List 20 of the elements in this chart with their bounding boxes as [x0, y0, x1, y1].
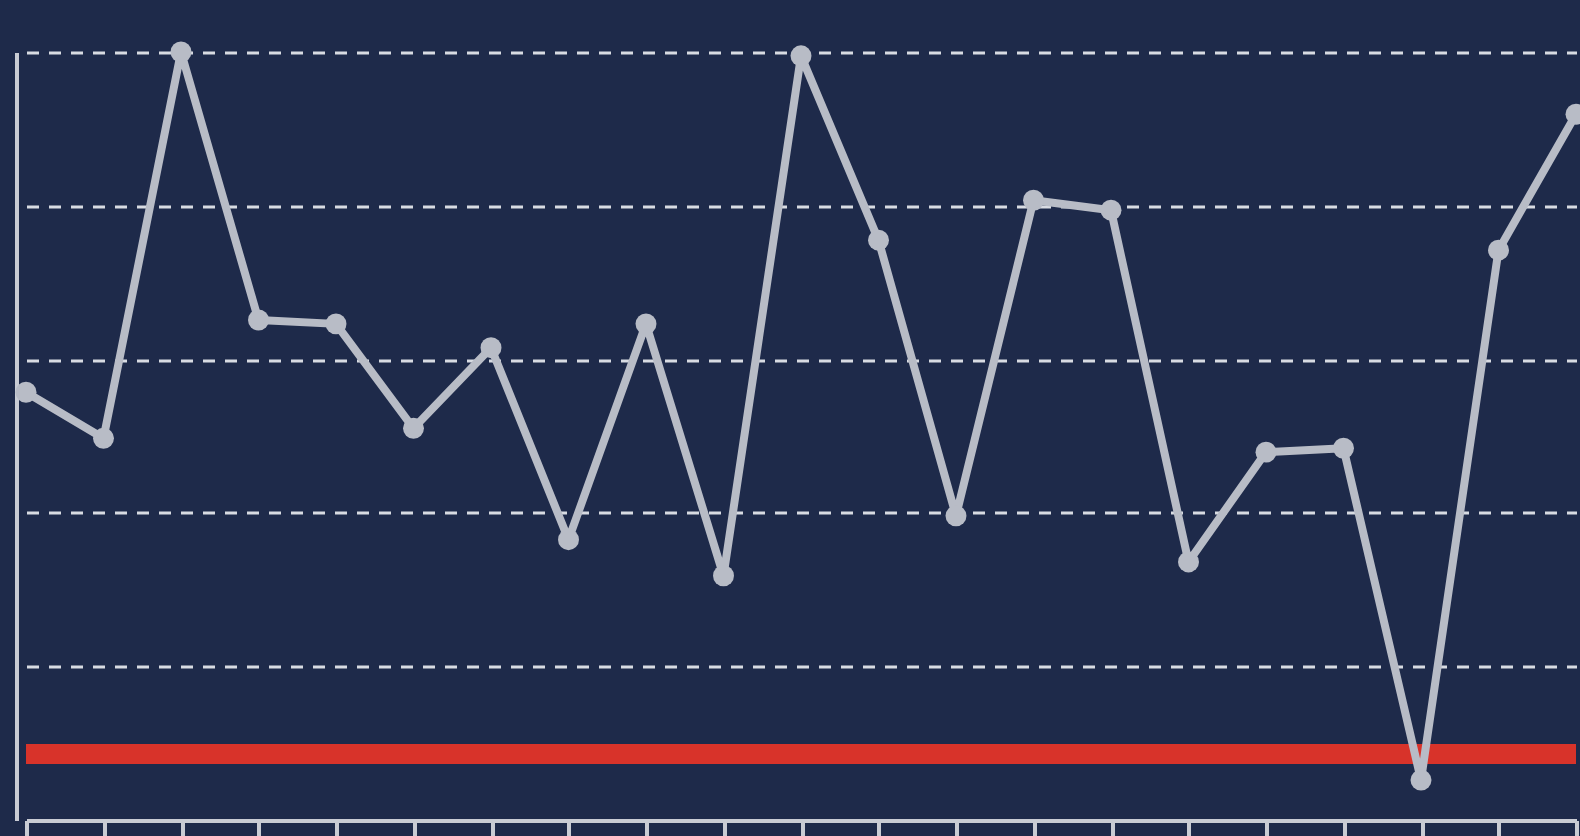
- point: [480, 337, 502, 359]
- point: [1255, 441, 1277, 463]
- point: [868, 229, 889, 251]
- point: [325, 313, 347, 335]
- point: [403, 417, 424, 439]
- point: [635, 313, 657, 335]
- point: [1023, 189, 1044, 211]
- point: [790, 45, 812, 67]
- point: [1100, 199, 1122, 221]
- point: [1333, 437, 1354, 459]
- point: [1410, 769, 1432, 791]
- point: [1488, 239, 1509, 261]
- point: [945, 505, 967, 527]
- point: [713, 565, 734, 587]
- point: [170, 41, 192, 63]
- point: [248, 309, 269, 331]
- point: [558, 529, 579, 551]
- point: [15, 381, 37, 403]
- point: [93, 427, 114, 449]
- point: [1178, 551, 1199, 573]
